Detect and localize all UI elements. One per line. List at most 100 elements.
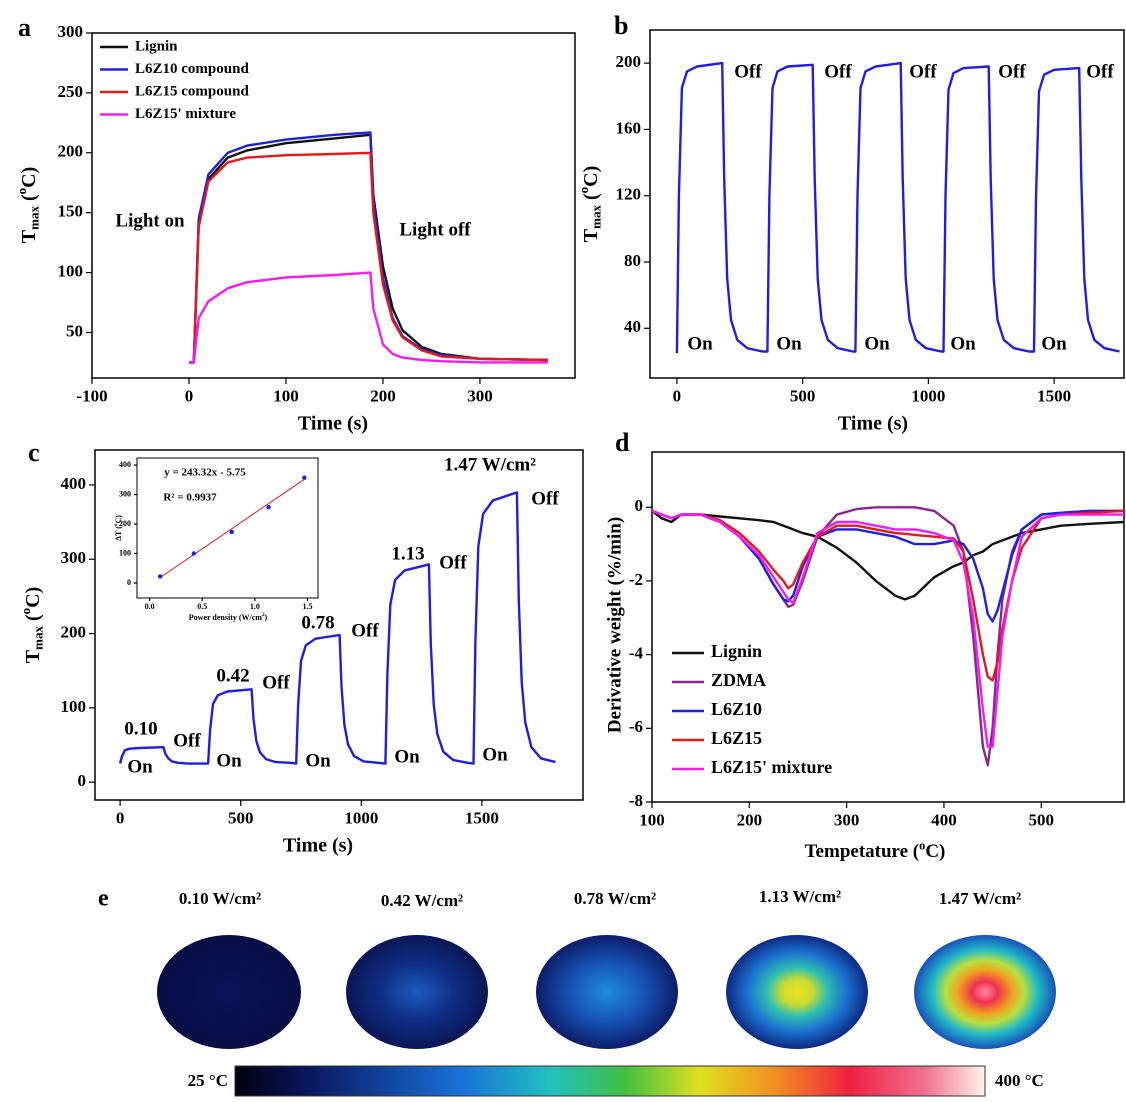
plot-area (137, 458, 318, 598)
plot-area (650, 30, 1124, 378)
legend-label: L6Z15' mixture (135, 106, 236, 122)
annotation: 1.13 (391, 543, 424, 564)
y-tick-label: 200 (616, 52, 642, 71)
x-tick-label: 0 (673, 387, 682, 406)
y-tick-label: 150 (58, 202, 84, 221)
annotation: R² = 0.9937 (163, 492, 217, 504)
y-tick-label: -6 (629, 717, 643, 736)
panel-label: b (614, 11, 628, 40)
y-axis-label-part: T (22, 649, 44, 663)
y-tick-label: 50 (66, 321, 83, 340)
x-tick-label: 300 (467, 387, 493, 406)
image-label: 1.47 W/cm² (939, 889, 1021, 908)
x-axis-label: Time (s) (283, 835, 353, 857)
y-tick-label: 400 (61, 474, 87, 493)
y-axis-label: Tmax (oC) (18, 587, 46, 663)
x-axis-label-part: C) (925, 841, 945, 862)
annotation: Off (351, 620, 379, 641)
annotation: On (776, 333, 802, 354)
annotation: On (216, 750, 242, 771)
annotation: y = 243.32x - 5.75 (164, 467, 246, 479)
y-axis-label-part: ( (18, 194, 40, 206)
x-tick-label: 1500 (465, 809, 499, 828)
y-tick-label: 300 (61, 548, 87, 567)
y-axis-label-part: ΔT ( (114, 526, 123, 541)
x-tick-label: 500 (790, 387, 816, 406)
thermal-image (726, 935, 868, 1049)
thermal-image (536, 935, 678, 1049)
y-tick-label: -8 (629, 791, 643, 810)
x-tick-label: 200 (737, 811, 763, 830)
y-axis-label: ΔT (oC) (113, 515, 122, 541)
annotation: Off (173, 730, 201, 751)
data-point (230, 530, 234, 534)
legend-label: Lignin (711, 641, 762, 661)
legend-label: L6Z15' mixture (711, 757, 832, 777)
thermal-image (346, 935, 488, 1049)
annotation: Light on (115, 210, 185, 231)
y-axis-label-part: max (27, 206, 42, 230)
x-tick-label: 1500 (1037, 387, 1071, 406)
y-tick-label: 250 (58, 82, 84, 101)
image-label: 1.13 W/cm² (759, 887, 841, 906)
y-tick-label: 100 (119, 548, 131, 557)
y-tick-label: 0 (635, 496, 644, 515)
y-tick-label: 100 (61, 697, 87, 716)
x-tick-label: 1.0 (250, 602, 260, 611)
figure: e 0.10 W/cm² 0.42 W/cm² 0.78 W/cm² 1.13 … (0, 0, 1126, 1097)
annotation: Off (439, 552, 467, 573)
y-axis-label-part: ( (22, 614, 44, 626)
annotation: On (1041, 333, 1067, 354)
y-tick-label: -2 (629, 570, 643, 589)
thermal-image (157, 935, 301, 1049)
x-axis-label: Time (s) (838, 413, 908, 435)
y-axis-label-part: C) (18, 167, 40, 188)
y-tick-label: 200 (58, 142, 84, 161)
x-tick-label: 500 (1029, 811, 1055, 830)
x-axis-label: Power density (W/cm2) (189, 612, 268, 621)
data-point (158, 574, 162, 578)
panel-label: e (98, 886, 109, 912)
y-tick-label: 100 (58, 261, 84, 280)
data-point (266, 505, 270, 509)
image-label: 0.10 W/cm² (179, 889, 261, 908)
panel-label: a (18, 13, 31, 42)
y-tick-label: 160 (616, 118, 642, 137)
x-tick-label: 1.5 (302, 602, 312, 611)
x-tick-label: 0.0 (145, 602, 155, 611)
colorbar-min-label: 25 °C (188, 1071, 228, 1090)
annotation: On (127, 756, 153, 777)
annotation: Off (262, 672, 290, 693)
x-axis-label: Time (s) (298, 413, 368, 435)
x-axis-label-part: Tempetature ( (805, 841, 920, 862)
y-axis-label-part: max (589, 205, 604, 229)
y-tick-label: 300 (58, 22, 84, 41)
y-tick-label: 400 (119, 460, 131, 469)
x-axis-label-part: Power density (W/cm (189, 613, 263, 622)
y-axis-label-part: C) (22, 587, 44, 608)
y-tick-label: 80 (624, 251, 641, 270)
legend-label: L6Z10 (711, 699, 762, 719)
annotation: Off (909, 61, 937, 82)
annotation: On (950, 333, 976, 354)
annotation: Light off (399, 219, 471, 240)
legend-label: Lignin (135, 38, 178, 54)
annotation: Off (734, 61, 762, 82)
annotation: Off (1086, 61, 1114, 82)
colorbar-max-label: 400 °C (995, 1071, 1044, 1090)
x-axis-label-part: ) (265, 613, 268, 622)
legend-label: ZDMA (711, 670, 766, 690)
x-tick-label: 1000 (911, 387, 945, 406)
chart-scatter: 0.00.51.01.50100200300400y = 243.32x - 5… (119, 458, 318, 611)
annotation: On (482, 744, 508, 765)
annotation: 0.10 (124, 718, 157, 739)
data-point (302, 476, 306, 480)
image-label: 0.42 W/cm² (381, 891, 463, 910)
y-tick-label: 0 (78, 771, 87, 790)
y-axis-label: Tmax (oC) (14, 167, 42, 243)
y-tick-label: 120 (616, 185, 642, 204)
legend-label: L6Z10 compound (135, 61, 249, 77)
thermal-image (914, 935, 1056, 1049)
x-tick-label: 100 (273, 387, 299, 406)
